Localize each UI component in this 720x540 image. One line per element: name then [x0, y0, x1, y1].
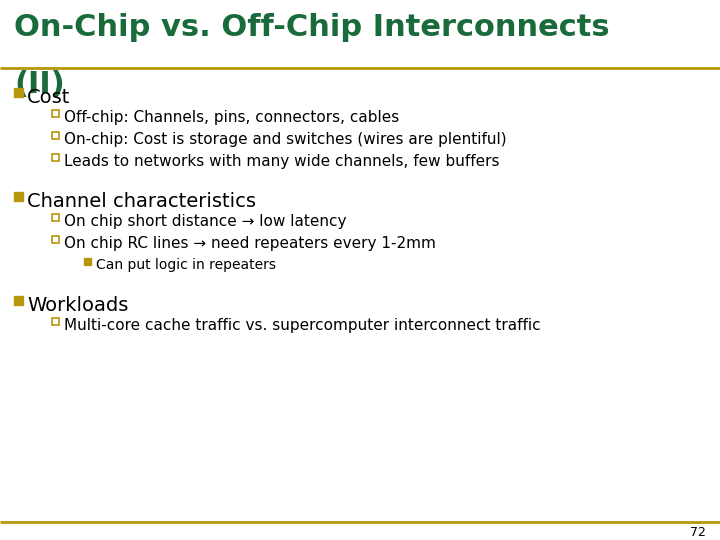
Text: 72: 72 [690, 526, 706, 539]
Text: Channel characteristics: Channel characteristics [27, 192, 256, 211]
FancyBboxPatch shape [52, 236, 59, 243]
Text: On chip RC lines → need repeaters every 1-2mm: On chip RC lines → need repeaters every … [64, 236, 436, 251]
Text: On-chip: Cost is storage and switches (wires are plentiful): On-chip: Cost is storage and switches (w… [64, 132, 507, 147]
Text: Cost: Cost [27, 88, 71, 107]
Text: (II): (II) [14, 70, 65, 99]
FancyBboxPatch shape [52, 132, 59, 139]
Text: Workloads: Workloads [27, 296, 128, 315]
Text: Off-chip: Channels, pins, connectors, cables: Off-chip: Channels, pins, connectors, ca… [64, 110, 400, 125]
Bar [14, 192, 23, 201]
FancyBboxPatch shape [52, 214, 59, 221]
FancyBboxPatch shape [52, 110, 59, 117]
Text: On-Chip vs. Off-Chip Interconnects: On-Chip vs. Off-Chip Interconnects [14, 13, 610, 42]
Text: On chip short distance → low latency: On chip short distance → low latency [64, 214, 346, 229]
Bar [14, 88, 23, 97]
Bar [84, 258, 91, 265]
Bar [14, 296, 23, 305]
FancyBboxPatch shape [52, 318, 59, 325]
FancyBboxPatch shape [52, 154, 59, 161]
Text: Can put logic in repeaters: Can put logic in repeaters [96, 258, 276, 272]
Text: Multi-core cache traffic vs. supercomputer interconnect traffic: Multi-core cache traffic vs. supercomput… [64, 318, 541, 333]
Text: Leads to networks with many wide channels, few buffers: Leads to networks with many wide channel… [64, 154, 500, 169]
